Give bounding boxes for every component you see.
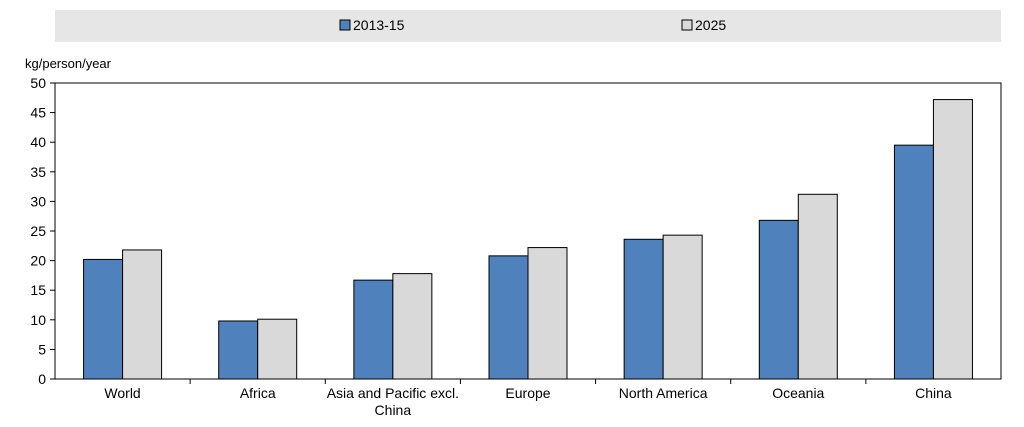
- y-tick-label: 40: [30, 134, 46, 150]
- x-tick-label: China: [375, 402, 412, 418]
- y-tick-label: 25: [30, 223, 46, 239]
- bar-2013-15-5: [758, 219, 799, 380]
- x-tick-label: Asia and Pacific excl.: [327, 385, 459, 401]
- x-tick-label: Oceania: [772, 385, 824, 401]
- x-tick-label: Africa: [240, 385, 276, 401]
- y-tick-label: 15: [30, 282, 46, 298]
- y-tick-label: 30: [30, 193, 46, 209]
- legend-background: [55, 10, 1001, 42]
- legend-swatch: [681, 19, 693, 31]
- bar-2025-4: [662, 234, 703, 380]
- y-tick-label: 35: [30, 164, 46, 180]
- x-tick-label: World: [104, 385, 140, 401]
- y-axis-label: kg/person/year: [25, 56, 112, 71]
- legend-label: 2013-15: [353, 17, 405, 33]
- x-tick-label: Europe: [505, 385, 550, 401]
- bar-2013-15-4: [623, 238, 664, 380]
- y-tick-label: 45: [30, 105, 46, 121]
- bar-2025-0: [122, 249, 163, 380]
- x-tick-label: China: [915, 385, 952, 401]
- y-axis: 0 5 10 15 20 25 30 35 40 45 50: [30, 75, 55, 387]
- bar-2013-15-1: [218, 320, 259, 380]
- x-tick-label: North America: [619, 385, 708, 401]
- bar-2025-6: [932, 99, 973, 380]
- legend: 2013-15 2025: [339, 17, 726, 33]
- y-tick-label: 20: [30, 253, 46, 269]
- y-tick-label: 10: [30, 312, 46, 328]
- legend-swatch: [339, 19, 351, 31]
- y-tick-label: 5: [38, 341, 46, 357]
- bar-2025-3: [527, 247, 568, 380]
- bar-2013-15-3: [488, 255, 529, 380]
- y-tick-label: 0: [38, 371, 46, 387]
- bar-2025-5: [797, 193, 838, 380]
- bar-2013-15-0: [83, 258, 124, 380]
- bars: [83, 99, 973, 380]
- y-tick-label: 50: [30, 75, 46, 91]
- bar-2013-15-6: [893, 144, 934, 380]
- bar-2025-1: [257, 318, 298, 380]
- bar-2013-15-2: [353, 279, 394, 380]
- x-axis: World Africa Asia and Pacific excl.ChinaEu…: [104, 379, 952, 418]
- legend-label: 2025: [695, 17, 726, 33]
- bar-2025-2: [392, 273, 433, 380]
